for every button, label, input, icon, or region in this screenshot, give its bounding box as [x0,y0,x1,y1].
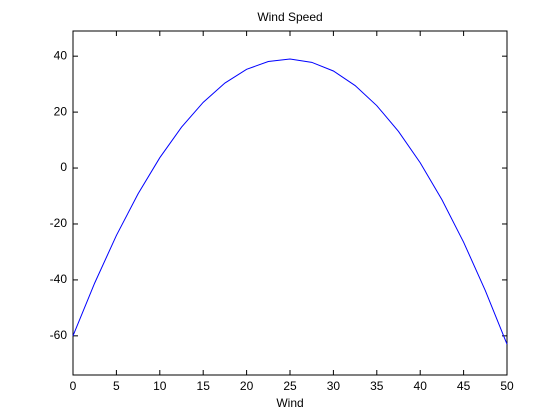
x-tick-label: 10 [153,379,167,393]
x-tick-label: 35 [370,379,384,393]
x-tick-label: 50 [500,379,514,393]
x-tick-label: 20 [240,379,254,393]
data-line [72,58,508,345]
plot-area [72,30,508,376]
y-tick-label: 40 [54,48,68,62]
y-tick-label: 20 [54,104,68,118]
x-axis-label: Wind [276,396,303,410]
x-tick-label: 25 [283,379,297,393]
x-tick-label: 15 [197,379,211,393]
y-tick-label: -20 [50,216,68,230]
x-tick-label: 30 [327,379,341,393]
y-tick-label: -60 [50,328,68,342]
y-tick-label: 0 [60,160,67,174]
x-tick-label: 5 [113,379,120,393]
x-tick-label: 0 [70,379,77,393]
y-tick-label: -40 [50,272,68,286]
chart-title: Wind Speed [257,10,322,24]
x-tick-label: 45 [457,379,471,393]
x-tick-label: 40 [414,379,428,393]
